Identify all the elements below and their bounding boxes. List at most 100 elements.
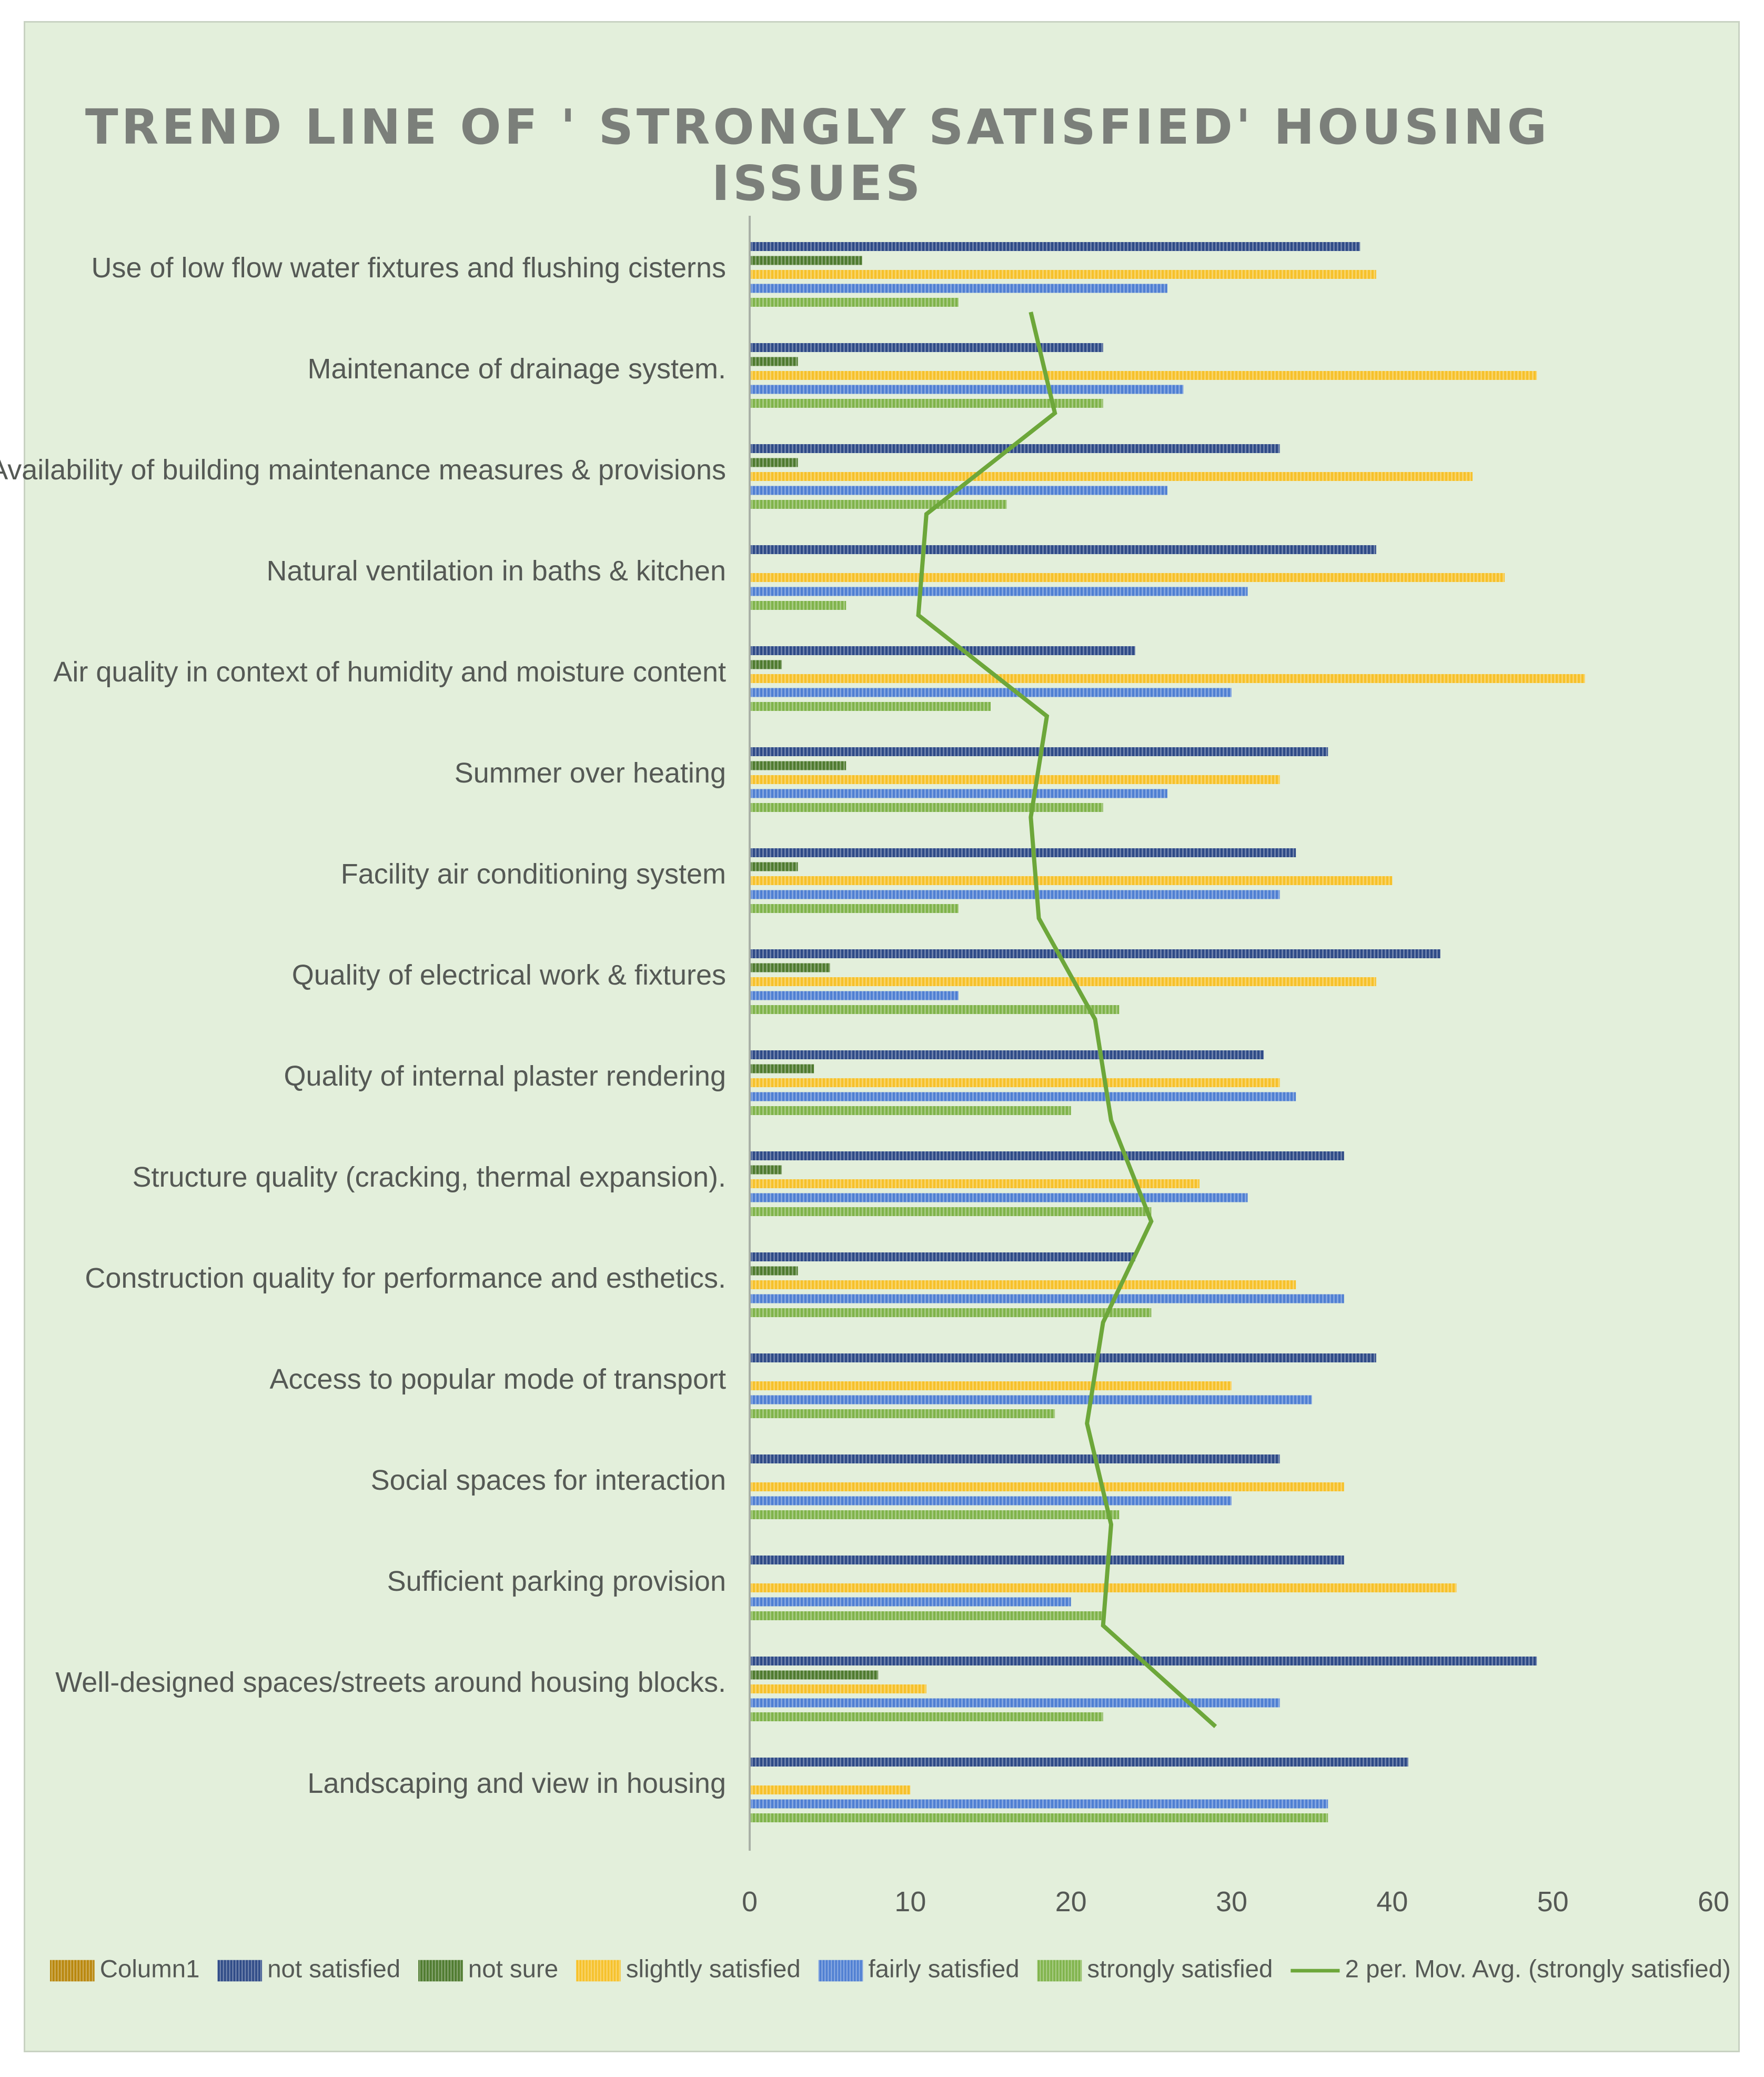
bar	[750, 573, 1505, 582]
category-label: Facility air conditioning system	[341, 858, 726, 890]
bar	[750, 1308, 1152, 1317]
bar	[750, 1670, 879, 1680]
bar	[750, 1280, 1296, 1289]
bar	[750, 1207, 1152, 1216]
bar	[750, 660, 782, 669]
legend-swatch-texture	[1037, 1960, 1082, 1982]
legend-swatch-texture	[818, 1960, 863, 1982]
category-label: Quality of electrical work & fixtures	[292, 959, 726, 991]
bar	[750, 357, 798, 366]
bar	[750, 1409, 1055, 1418]
bar	[750, 500, 1007, 509]
bar	[750, 1050, 1264, 1059]
bar	[750, 298, 959, 307]
bar	[750, 674, 1585, 683]
bar	[750, 646, 1135, 655]
legend-label: strongly satisfied	[1087, 1955, 1273, 1983]
bar	[750, 789, 1167, 798]
bar	[750, 1294, 1344, 1303]
legend-swatch-texture	[50, 1960, 95, 1982]
bar	[750, 1813, 1328, 1822]
bar	[750, 1454, 1280, 1463]
trendline-layer	[916, 312, 1217, 1728]
bar	[750, 472, 1473, 481]
category-label: Social spaces for interaction	[371, 1464, 726, 1496]
legend-label: slightly satisfied	[626, 1955, 801, 1983]
bar	[750, 1758, 1408, 1767]
bar	[750, 904, 959, 913]
legend: Column1 not satisfied not sure slightly sat…	[50, 1955, 1731, 1983]
axis-layer: Use of low flow water fixtures and flush…	[0, 216, 1729, 1918]
bar	[750, 1353, 1376, 1362]
bar	[750, 256, 862, 265]
bar	[750, 761, 846, 770]
x-tick-label: 20	[1055, 1886, 1087, 1918]
bar	[750, 1583, 1457, 1592]
x-tick-label: 50	[1537, 1886, 1569, 1918]
bar	[750, 458, 798, 467]
category-label: Availability of building maintenance mea…	[0, 454, 726, 486]
bar	[750, 1005, 1120, 1014]
x-tick-label: 60	[1698, 1886, 1729, 1918]
category-label: Landscaping and view in housing	[307, 1768, 726, 1799]
bar	[750, 1556, 1344, 1564]
legend-label: 2 per. Mov. Avg. (strongly satisfied)	[1345, 1955, 1731, 1983]
bar	[750, 702, 991, 711]
bar	[750, 1078, 1280, 1087]
bar	[750, 688, 1232, 697]
category-label: Sufficient parking provision	[387, 1566, 726, 1597]
bar	[750, 1496, 1232, 1506]
bar	[750, 977, 1376, 986]
chart-title: TREND LINE OF ' STRONGLY SATISFIED' HOUS…	[85, 99, 1550, 212]
bar	[750, 949, 1440, 958]
category-label: Maintenance of drainage system.	[308, 353, 726, 385]
bar	[750, 1698, 1280, 1708]
bar	[750, 242, 1360, 251]
bar	[750, 803, 1103, 812]
bar	[750, 1381, 1232, 1390]
x-tick-label: 0	[742, 1886, 758, 1918]
bar	[750, 1106, 1071, 1115]
legend-swatch-texture	[576, 1960, 621, 1982]
category-label: Access to popular mode of transport	[270, 1363, 726, 1395]
bar	[750, 1179, 1199, 1188]
category-label: Summer over heating	[455, 757, 726, 789]
bar	[750, 1092, 1296, 1101]
bar	[750, 1785, 911, 1794]
bar	[750, 1252, 1135, 1261]
category-label: Well-designed spaces/streets around hous…	[55, 1667, 726, 1698]
bars-layer	[750, 242, 1585, 1822]
category-label: Air quality in context of humidity and m…	[53, 656, 726, 688]
bar	[750, 371, 1537, 380]
bar	[750, 1597, 1071, 1607]
bar	[750, 1482, 1344, 1491]
bar	[750, 1510, 1120, 1519]
category-label: Construction quality for performance and…	[85, 1262, 726, 1294]
category-label: Use of low flow water fixtures and flush…	[91, 252, 726, 284]
bar	[750, 284, 1167, 293]
legend-label: fairly satisfied	[869, 1955, 1020, 1983]
category-label: Structure quality (cracking, thermal exp…	[133, 1161, 727, 1193]
bar	[750, 1193, 1248, 1202]
bar	[750, 1395, 1312, 1404]
bar	[750, 270, 1376, 279]
category-label: Natural ventilation in baths & kitchen	[267, 555, 727, 587]
bar	[750, 862, 798, 871]
x-tick-label: 10	[894, 1886, 926, 1918]
bar	[750, 991, 959, 1000]
bar	[750, 587, 1248, 596]
bar	[750, 1151, 1344, 1160]
bar	[750, 385, 1184, 394]
bar	[750, 1684, 926, 1693]
bar	[750, 343, 1103, 352]
bar	[750, 775, 1280, 784]
bar	[750, 1165, 782, 1175]
bar	[750, 545, 1376, 554]
bar	[750, 1266, 798, 1276]
bar	[750, 876, 1393, 885]
bar	[750, 1712, 1103, 1721]
bar	[750, 601, 846, 610]
bar	[750, 1799, 1328, 1809]
bar	[750, 890, 1280, 899]
